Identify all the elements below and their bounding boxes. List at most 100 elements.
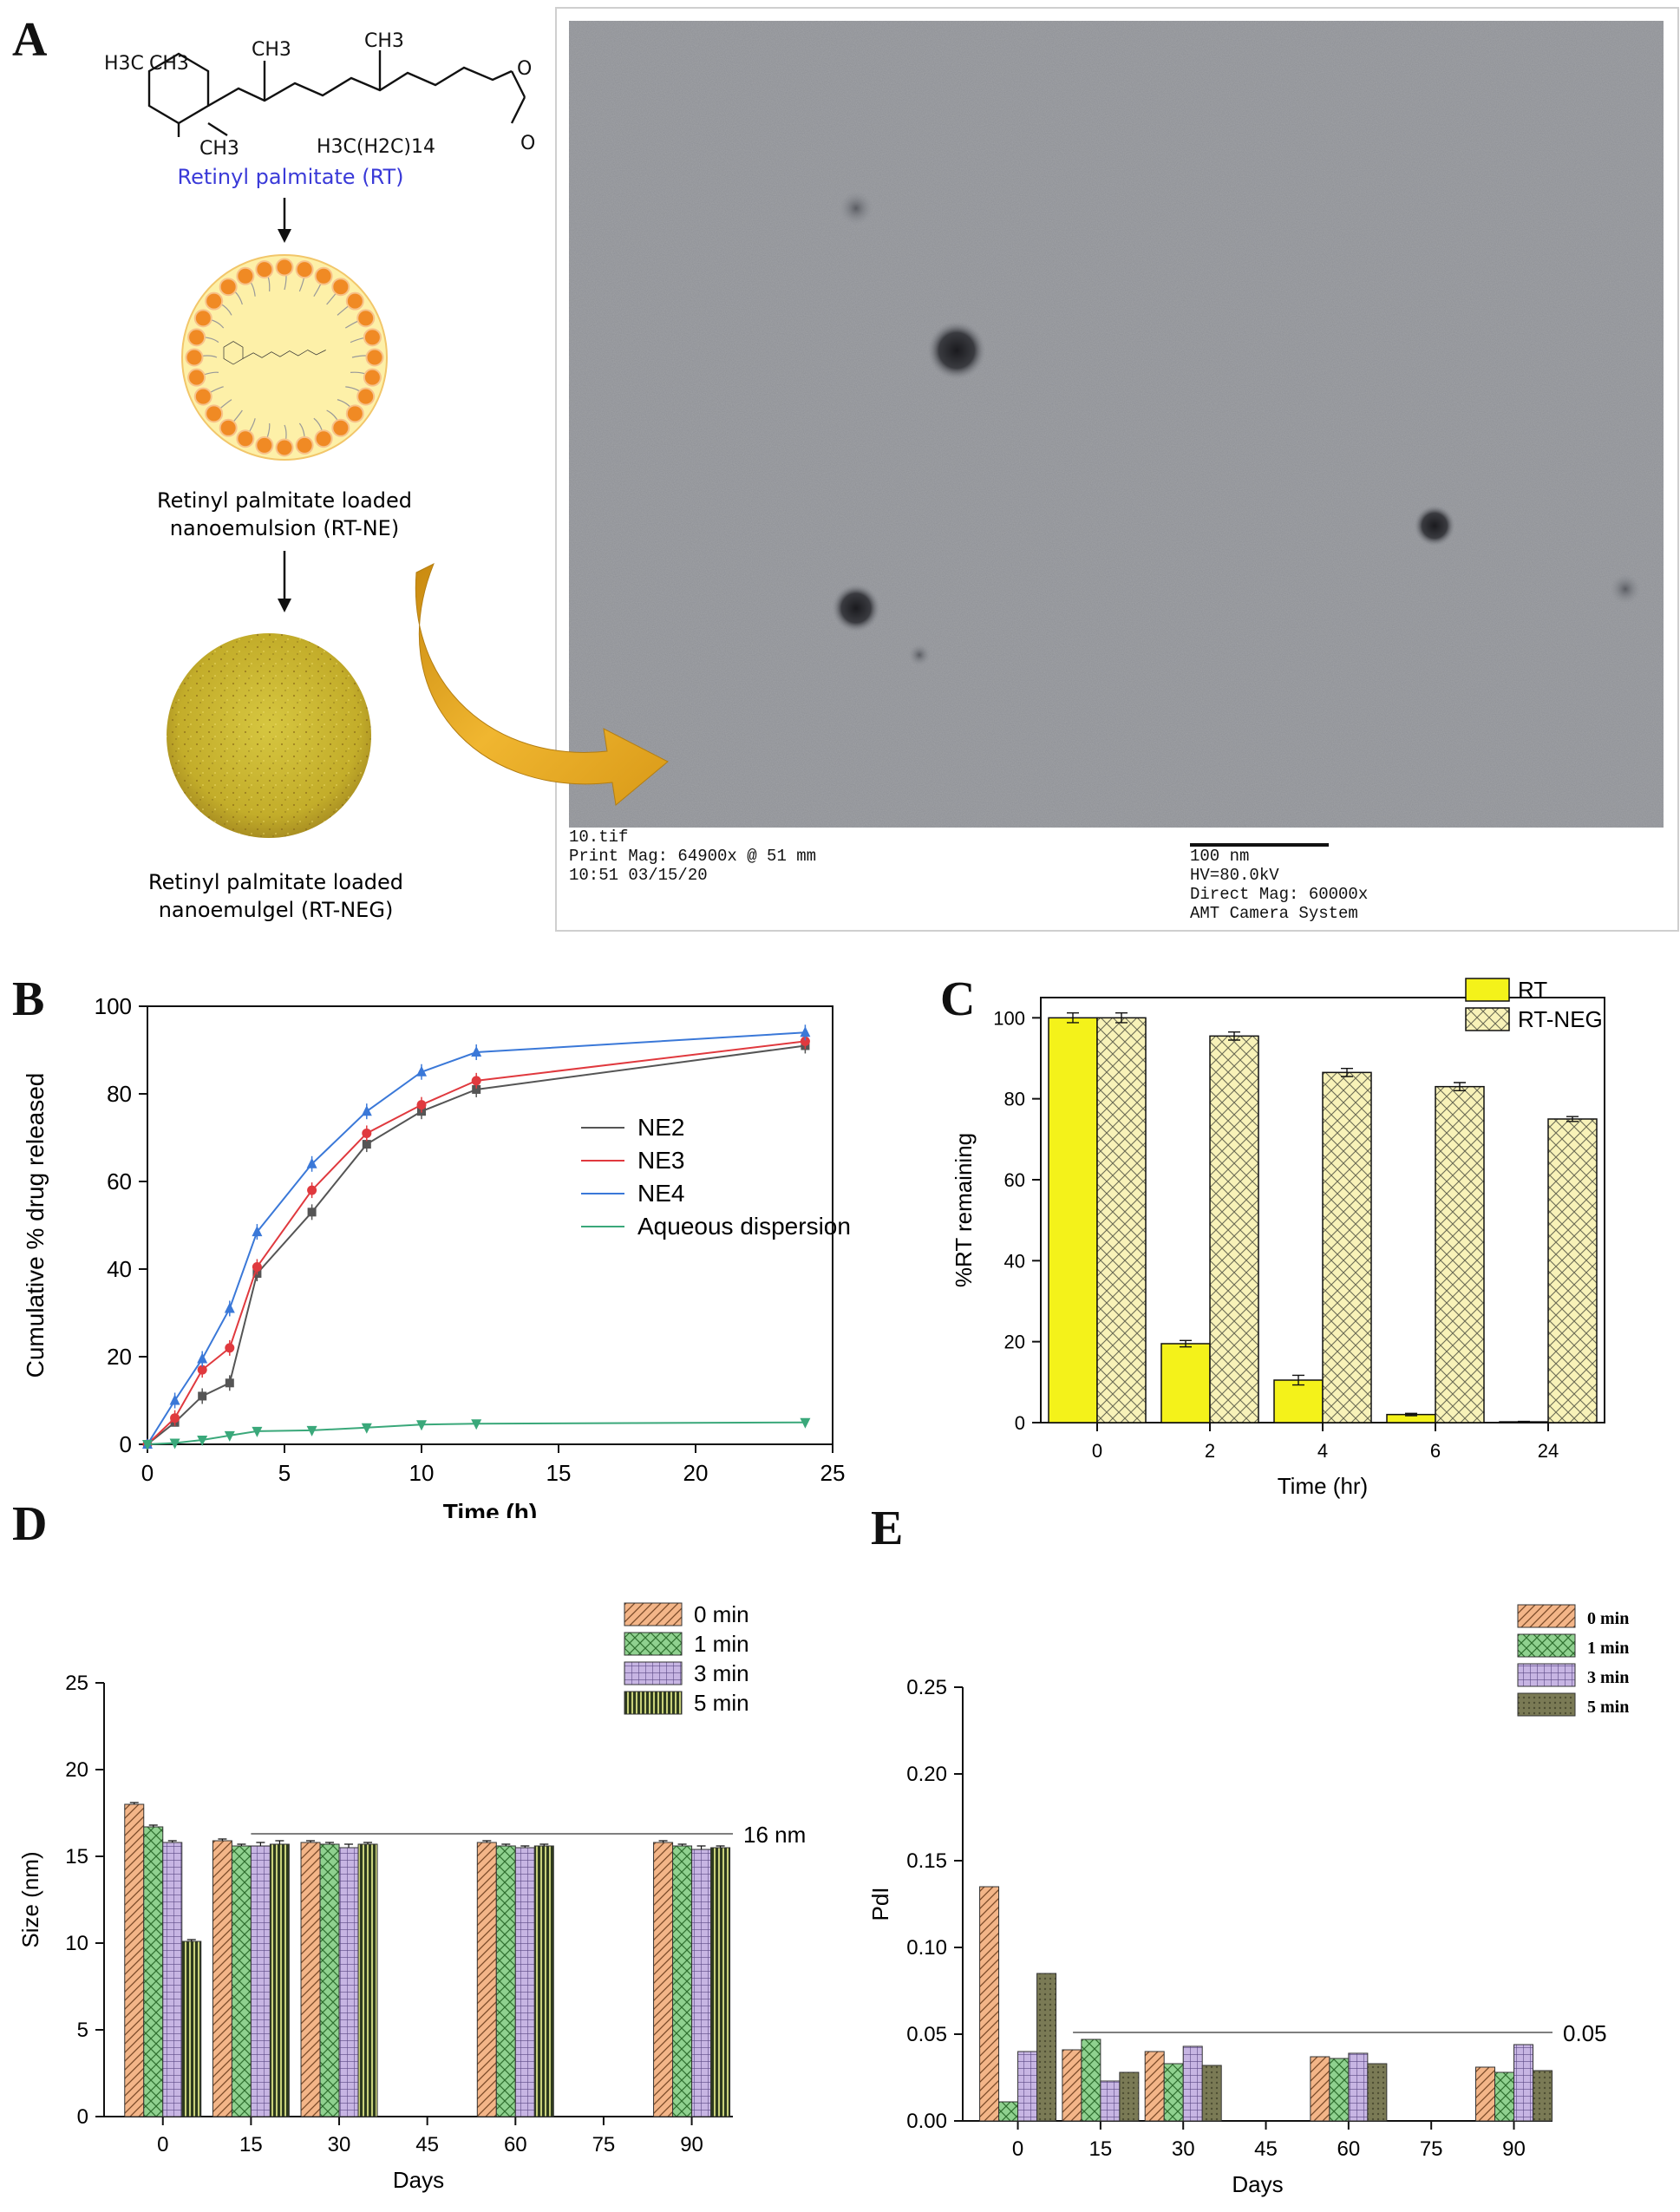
data-point bbox=[307, 1207, 317, 1217]
error-bar bbox=[1067, 1012, 1079, 1024]
legend-label: 0 min bbox=[1587, 1609, 1629, 1628]
bar-3-min bbox=[250, 1845, 271, 2117]
x-tick-label: 6 bbox=[1430, 1440, 1441, 1462]
nanoparticle-dot bbox=[1610, 573, 1641, 605]
tem-direct-mag: Direct Mag: 60000x bbox=[1190, 885, 1368, 904]
bar-3-min bbox=[162, 1842, 183, 2117]
bar-1-min bbox=[1329, 2058, 1350, 2122]
data-point bbox=[361, 1105, 372, 1116]
bar-rt bbox=[1160, 1343, 1211, 1423]
bar-rt bbox=[1048, 1017, 1098, 1423]
error-bar bbox=[677, 1843, 687, 1846]
nanoemulgel-disc bbox=[167, 633, 371, 838]
y-tick-label: 20 bbox=[107, 1344, 132, 1370]
tem-print-mag: Print Mag: 64900x @ 51 mm bbox=[569, 847, 816, 866]
error-bar bbox=[344, 1843, 354, 1848]
label-ch3-right: CH3 bbox=[364, 30, 404, 52]
x-tick-label: 0 bbox=[141, 1460, 154, 1486]
x-tick-label: 2 bbox=[1205, 1440, 1215, 1462]
x-tick-label: 45 bbox=[415, 2133, 439, 2156]
surfactant-head bbox=[356, 387, 376, 406]
y-tick-label: 0.15 bbox=[906, 1849, 947, 1873]
error-bar bbox=[186, 1939, 196, 1941]
data-point bbox=[225, 1378, 234, 1388]
series-line-ne3 bbox=[147, 1040, 806, 1445]
surfactant-head bbox=[185, 348, 204, 367]
surfactant-head bbox=[295, 435, 314, 455]
data-point bbox=[472, 1084, 481, 1094]
surfactant-head bbox=[187, 368, 206, 387]
surfactant-head bbox=[236, 266, 255, 285]
bar-3-min bbox=[1513, 2044, 1534, 2122]
bar-5-min bbox=[1036, 1973, 1057, 2122]
surfactant-head bbox=[205, 404, 224, 423]
data-point bbox=[307, 1185, 317, 1195]
legend-swatch bbox=[624, 1632, 683, 1656]
arrow-down-1 bbox=[278, 198, 291, 243]
series-line-ne2 bbox=[147, 1044, 806, 1445]
y-tick-label: 60 bbox=[107, 1168, 132, 1194]
panel-letter-c: C bbox=[940, 972, 976, 1026]
error-bar bbox=[1405, 1412, 1417, 1417]
y-tick-label: 0 bbox=[120, 1431, 132, 1457]
y-tick-label: 0.00 bbox=[906, 2110, 947, 2133]
label-h3c: H3C bbox=[104, 53, 144, 75]
bar-rt bbox=[1273, 1379, 1324, 1423]
bar-5-min bbox=[1367, 2063, 1388, 2122]
surfactant-head bbox=[295, 260, 314, 279]
x-tick-label: 0 bbox=[1012, 2137, 1023, 2161]
legend-label: Aqueous dispersion bbox=[637, 1213, 851, 1240]
bar-5-min bbox=[1119, 2071, 1140, 2122]
tem-hv: HV=80.0kV bbox=[1190, 866, 1279, 885]
surfactant-head bbox=[356, 309, 376, 328]
error-bar bbox=[1292, 1374, 1304, 1386]
bar-0-min bbox=[1310, 2056, 1330, 2122]
label-ch3-top-left: CH3 bbox=[149, 53, 189, 75]
x-tick-label: 60 bbox=[1337, 2137, 1361, 2161]
error-bar bbox=[482, 1840, 492, 1842]
error-bar bbox=[539, 1843, 549, 1846]
legend-label: 3 min bbox=[694, 1660, 749, 1686]
x-tick-label: 24 bbox=[1538, 1440, 1559, 1462]
y-tick-label: 0.25 bbox=[906, 1676, 947, 1699]
error-bar bbox=[275, 1840, 284, 1844]
surfactant-head bbox=[331, 278, 350, 297]
bar-0-min bbox=[1062, 2049, 1082, 2122]
error-bar bbox=[1454, 1082, 1466, 1092]
bar-0-min bbox=[979, 1886, 1000, 2122]
legend-label: 0 min bbox=[694, 1601, 749, 1627]
y-axis-label: PdI bbox=[867, 1887, 893, 1921]
tem-scale-bar-label: 100 nm bbox=[1190, 847, 1249, 866]
surfactant-head bbox=[275, 438, 294, 457]
legend-label: 1 min bbox=[1587, 1639, 1629, 1658]
bar-1-min bbox=[998, 2101, 1019, 2122]
legend-swatch bbox=[1517, 1633, 1576, 1658]
legend-label: 1 min bbox=[694, 1631, 749, 1657]
error-bar bbox=[306, 1840, 316, 1842]
nanoparticle-dot bbox=[927, 321, 986, 380]
data-point bbox=[362, 1128, 372, 1138]
data-point bbox=[197, 1435, 208, 1446]
x-tick-label: 0 bbox=[1092, 1440, 1102, 1462]
y-tick-label: 5 bbox=[77, 2019, 88, 2042]
panel-letter-d: D bbox=[12, 1497, 48, 1551]
bar-0-min bbox=[1475, 2066, 1496, 2122]
surfactant-head bbox=[365, 348, 384, 367]
bar-rt-neg bbox=[1547, 1118, 1598, 1423]
bar-1-min bbox=[143, 1826, 164, 2117]
tem-image-panel: 10.tif Print Mag: 64900x @ 51 mm 10:51 0… bbox=[555, 7, 1679, 932]
x-tick-label: 10 bbox=[409, 1460, 435, 1486]
x-tick-label: 20 bbox=[683, 1460, 709, 1486]
bar-0-min bbox=[653, 1842, 674, 2117]
ne-label-line2: nanoemulsion (RT-NE) bbox=[170, 516, 399, 540]
plot-frame bbox=[147, 1005, 833, 1445]
bar-0-min bbox=[124, 1803, 145, 2117]
data-point bbox=[306, 1425, 317, 1436]
retinyl-palmitate-structure bbox=[147, 50, 526, 137]
error-bar bbox=[696, 1845, 706, 1849]
data-point bbox=[224, 1430, 235, 1442]
data-point bbox=[800, 1417, 811, 1429]
data-point bbox=[225, 1343, 235, 1353]
y-tick-label: 20 bbox=[1004, 1332, 1025, 1353]
y-axis-label: Cumulative % drug released bbox=[22, 1073, 49, 1378]
